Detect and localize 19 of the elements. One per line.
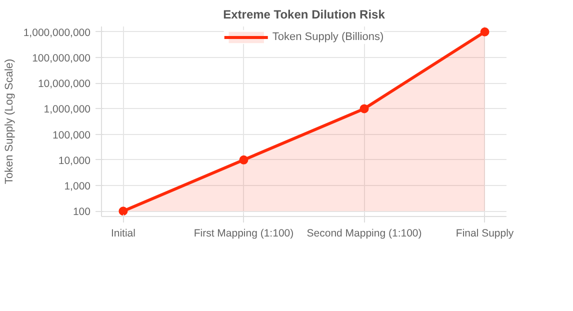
y-axis-title: Token Supply (Log Scale) <box>3 58 16 184</box>
x-tick-label: Second Mapping (1:100) <box>306 228 422 240</box>
chart-title: Extreme Token Dilution Risk <box>223 8 386 22</box>
x-tick-label: Initial <box>110 228 136 240</box>
point <box>480 27 490 36</box>
y-tick-label: 10,000,000 <box>38 78 91 90</box>
y-tick-label: 1,000,000,000 <box>23 26 91 39</box>
y-tick-label: 10,000 <box>58 154 91 167</box>
y-tick-label: 100,000 <box>52 129 91 142</box>
y-tick-label: 100 <box>72 206 91 218</box>
y-tick-label: 1,000 <box>64 180 91 193</box>
legend-label: Token Supply (Billions) <box>272 31 384 43</box>
x-tick-label: Final Supply <box>456 228 514 240</box>
point <box>118 206 128 216</box>
x-tick-label: First Mapping (1:100) <box>194 228 294 240</box>
point <box>239 155 248 164</box>
y-tick-label: 1,000,000 <box>44 104 91 116</box>
point <box>360 104 369 114</box>
y-tick-label: 100,000,000 <box>32 52 91 64</box>
